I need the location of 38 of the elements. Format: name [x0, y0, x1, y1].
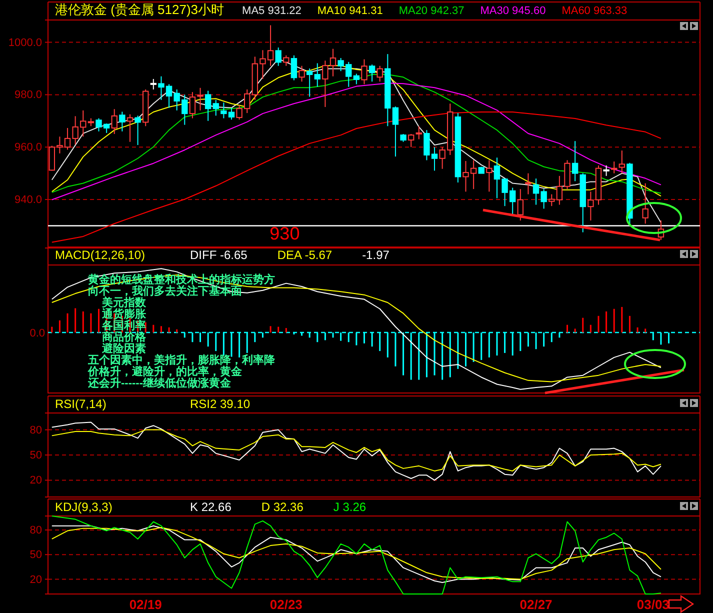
y-tick-label: 50: [30, 450, 42, 462]
chart-title: RSI(7,14): [55, 397, 106, 411]
y-tick-label: 940.0: [14, 194, 42, 206]
annotation: 避险因素: [101, 342, 146, 355]
annotation: 五个因素中，美指升，膨胀降，利率降: [87, 354, 276, 366]
annotation: 商品价格: [101, 330, 147, 344]
ref-line-label: 930: [270, 224, 300, 244]
text: K 22.66: [190, 500, 232, 514]
text: DEA -5.67: [277, 248, 332, 262]
text: D 32.36: [261, 500, 304, 514]
y-tick-label: 1000.0: [8, 36, 42, 49]
x-tick-label: 02/23: [270, 597, 302, 612]
text: MA5 931.22: [242, 5, 302, 17]
y-tick-label: 960.0: [14, 142, 42, 154]
ref-line-label: 0.0: [30, 328, 45, 340]
x-tick-label: 02/19: [129, 597, 162, 612]
y-tick-label: 980.0: [14, 89, 42, 102]
chart-title: MACD(12,26,10): [55, 248, 146, 262]
x-tick-label: 03/03: [636, 597, 670, 612]
y-tick-label: 80: [30, 424, 42, 436]
text: MA30 945.60: [480, 5, 546, 17]
chart-title: 港伦敦金 (贵金属 5127)3小时: [55, 2, 224, 17]
text: J 3.26: [333, 500, 366, 514]
x-tick-label: 02/27: [520, 597, 552, 612]
text: -1.97: [362, 248, 390, 262]
annotation: 价格升，避险升，的比率，黄金: [87, 365, 243, 378]
text: RSI2 39.10: [190, 397, 250, 411]
annotation: 还会升------继续低位做涨黄金: [87, 376, 232, 390]
y-tick-label: 20: [30, 474, 42, 487]
text: MA10 941.31: [317, 5, 383, 17]
annotation: 美元指数: [101, 296, 147, 309]
y-tick-label: 20: [30, 574, 42, 586]
chart-title: KDJ(9,3,3): [55, 500, 112, 514]
text: MA60 963.33: [562, 5, 628, 17]
y-tick-label: 80: [30, 524, 42, 536]
text: MA20 942.37: [398, 5, 464, 17]
y-tick-label: 50: [30, 549, 42, 562]
series-label: DIFF -6.65: [190, 248, 248, 262]
